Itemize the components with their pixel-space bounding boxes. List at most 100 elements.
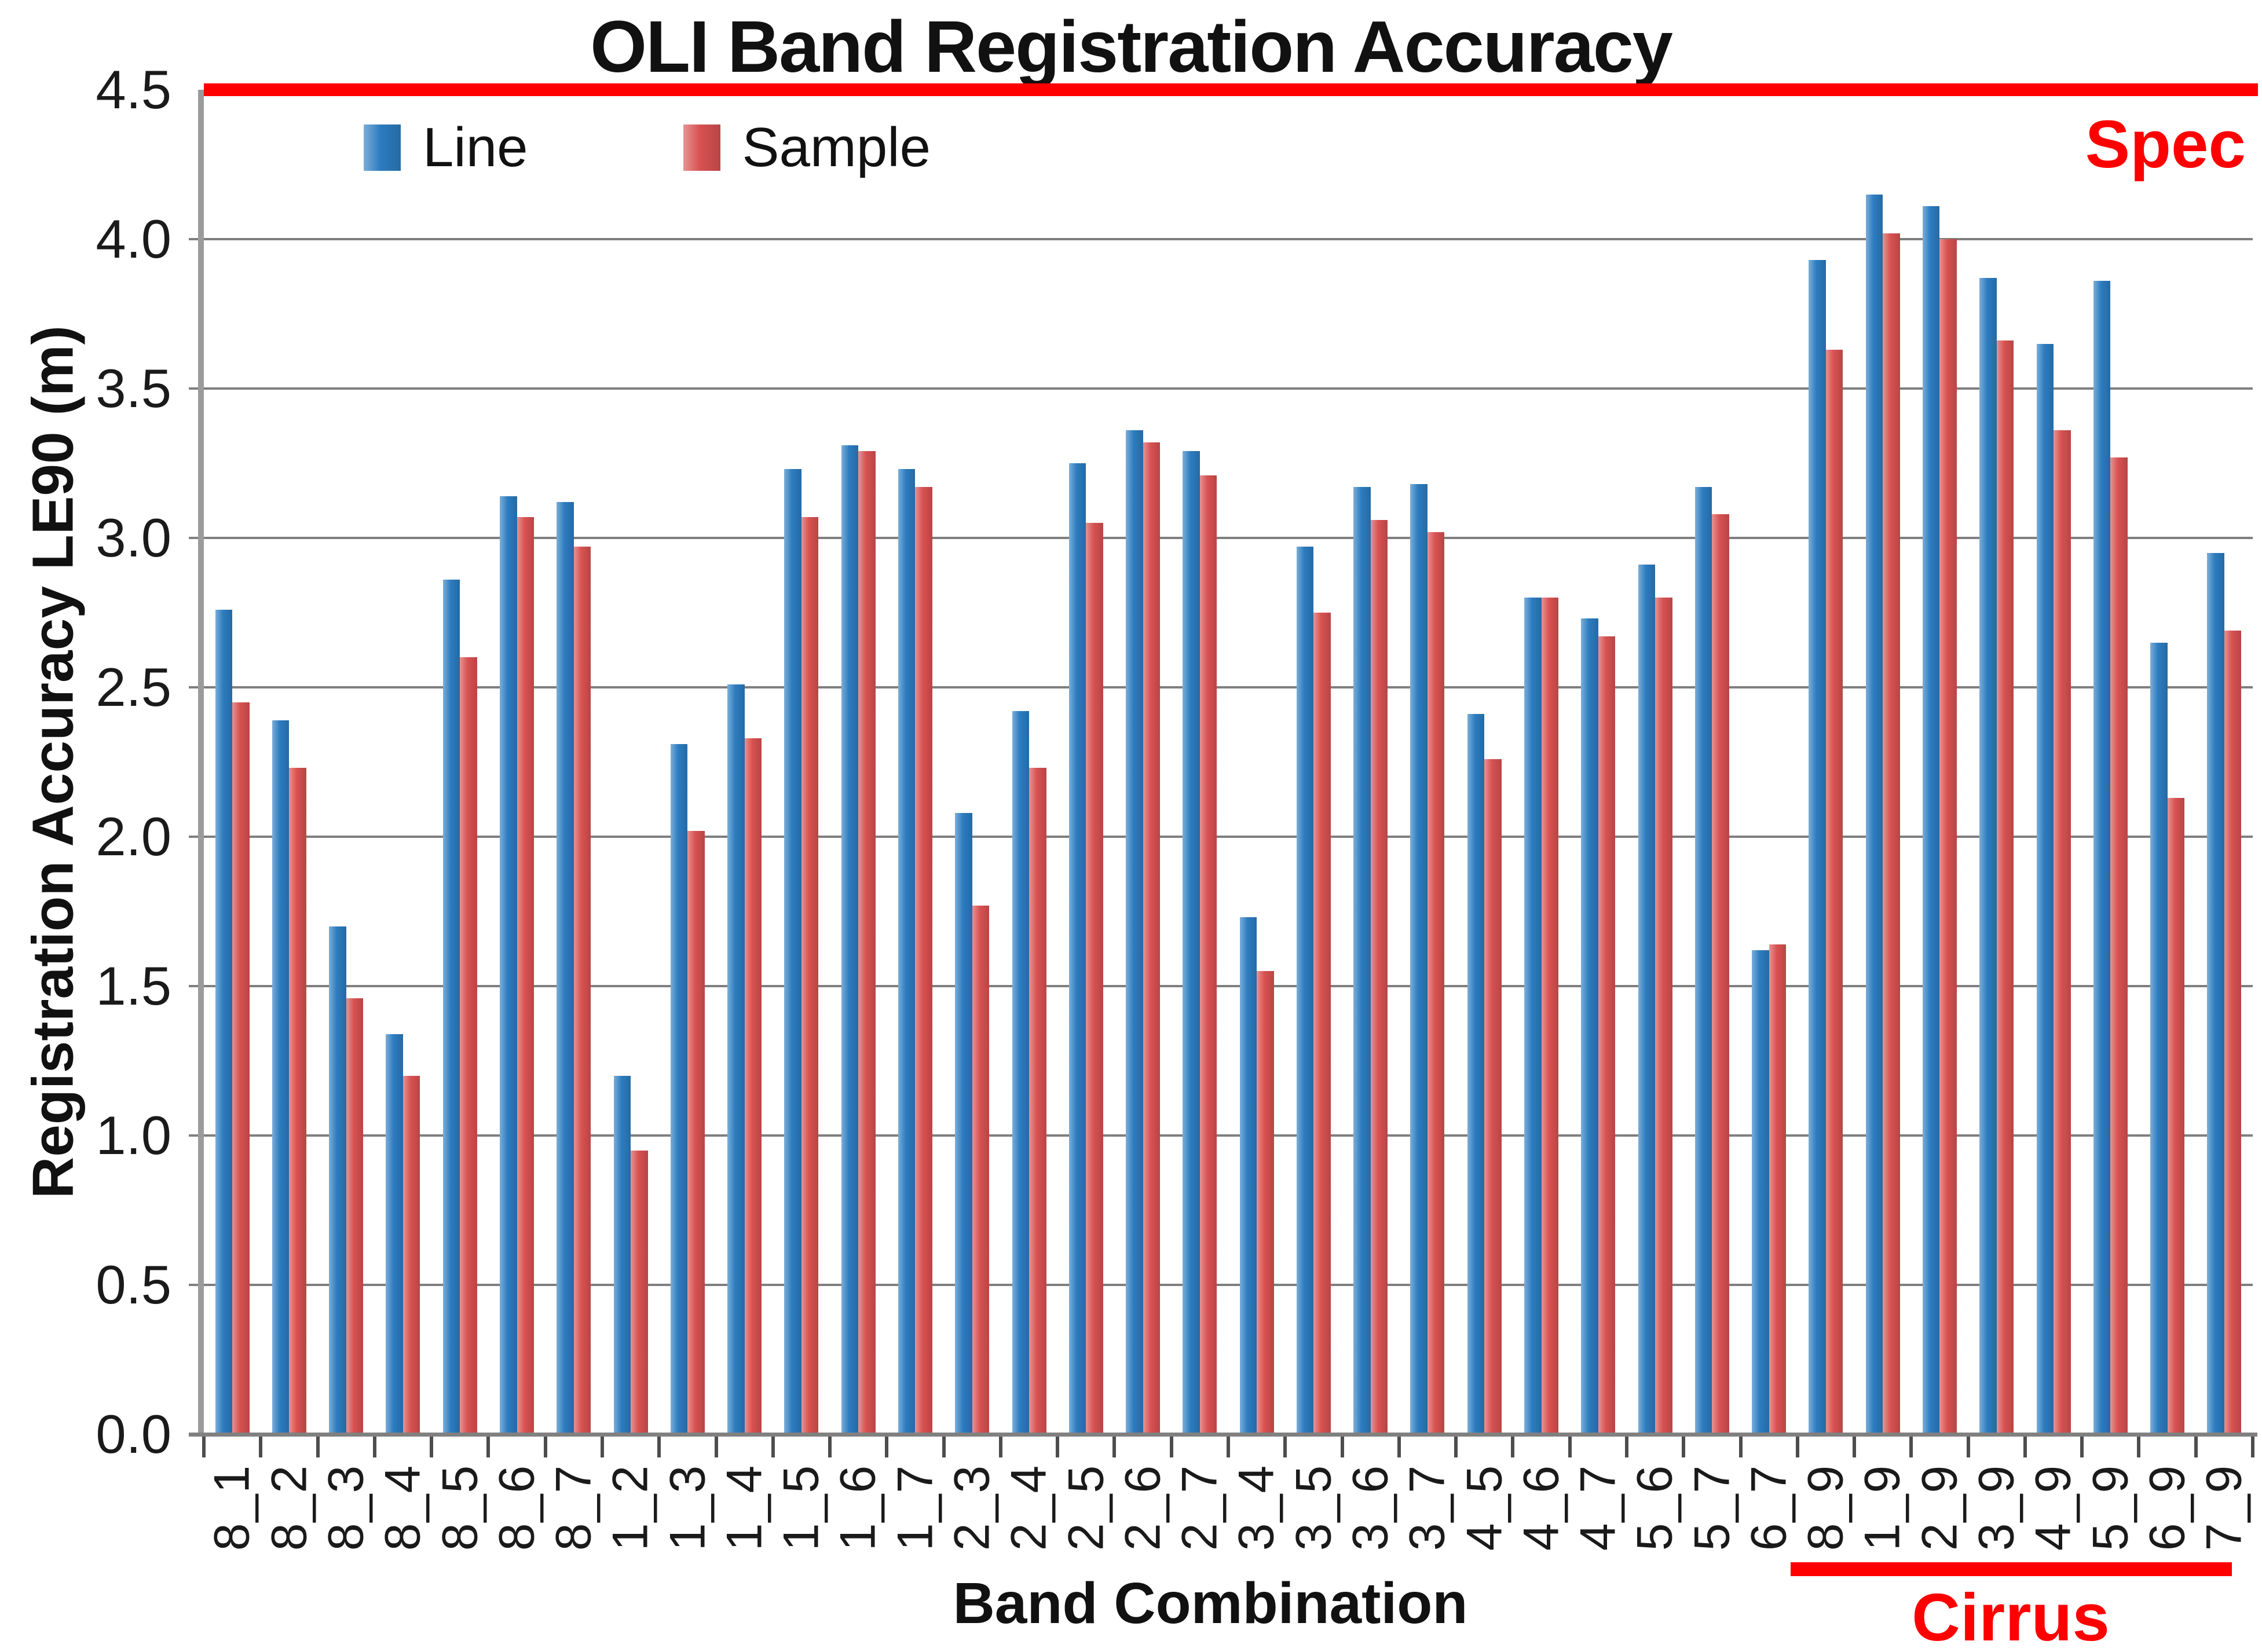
bar-line-1_6 <box>841 445 859 1434</box>
bar-line-6_7 <box>1752 950 1769 1434</box>
bar-line-5_7 <box>1694 487 1712 1434</box>
x-tick-mark <box>1454 1437 1458 1457</box>
bar-sample-3_4 <box>1257 971 1274 1434</box>
gridline-3.0 <box>189 537 2253 539</box>
y-tick-label: 4.5 <box>96 59 171 120</box>
x-tick-mark <box>942 1437 946 1457</box>
bar-line-6_9 <box>2150 642 2168 1434</box>
x-tick-mark <box>1738 1437 1743 1457</box>
bar-sample-8_2 <box>289 768 306 1434</box>
x-tick-mark <box>486 1437 491 1457</box>
x-tick-mark <box>372 1437 376 1457</box>
bar-sample-6_9 <box>2167 797 2185 1434</box>
bar-sample-6_7 <box>1769 944 1787 1434</box>
x-tick-mark <box>657 1437 661 1457</box>
x-tick-mark <box>2137 1437 2141 1457</box>
bar-sample-8_5 <box>460 657 477 1434</box>
x-tick-mark <box>1056 1437 1060 1457</box>
bar-sample-8_6 <box>517 517 535 1434</box>
bar-line-3_6 <box>1353 487 1371 1434</box>
bar-line-2_5 <box>1068 463 1086 1434</box>
bar-line-5_9 <box>2093 281 2111 1434</box>
gridline-2.0 <box>189 836 2253 838</box>
x-tick-mark <box>316 1437 320 1457</box>
legend-item-line: Line <box>364 116 528 180</box>
bar-sample-1_2 <box>631 1150 648 1434</box>
bar-line-8_9 <box>1809 260 1826 1434</box>
x-tick-label-7_9: 7_9 <box>2161 1446 2262 1568</box>
bar-sample-3_6 <box>1370 520 1388 1434</box>
bar-sample-5_9 <box>2110 457 2128 1434</box>
x-tick-mark <box>1511 1437 1515 1457</box>
bar-line-1_9 <box>1865 194 1883 1434</box>
x-tick-mark <box>1795 1437 1799 1457</box>
x-tick-mark <box>771 1437 775 1457</box>
bar-line-4_5 <box>1467 714 1485 1434</box>
bar-sample-2_9 <box>1939 239 1957 1434</box>
x-tick-mark <box>1682 1437 1686 1457</box>
bar-sample-1_5 <box>801 517 819 1434</box>
x-tick-mark <box>828 1437 832 1457</box>
x-tick-mark <box>543 1437 547 1457</box>
bar-sample-1_3 <box>687 830 705 1434</box>
x-tick-mark <box>885 1437 889 1457</box>
x-tick-mark <box>1909 1437 1913 1457</box>
sample-series-swatch-icon <box>683 124 720 171</box>
x-tick-mark <box>1853 1437 1857 1457</box>
x-tick-mark <box>430 1437 434 1457</box>
y-tick-label: 0.0 <box>96 1404 171 1464</box>
gridline-0.5 <box>189 1284 2253 1286</box>
bar-line-3_4 <box>1239 917 1257 1434</box>
bar-line-2_9 <box>1922 206 1940 1434</box>
bar-line-8_4 <box>386 1034 403 1434</box>
legend-label-sample: Sample <box>742 116 931 178</box>
bar-sample-2_7 <box>1199 475 1217 1434</box>
chart-title: OLI Band Registration Accuracy <box>590 6 1673 87</box>
bar-line-1_7 <box>898 469 916 1434</box>
y-tick-label: 3.5 <box>96 358 171 419</box>
bar-sample-8_1 <box>232 702 250 1434</box>
y-tick-label: 2.5 <box>96 657 171 717</box>
x-tick-mark <box>600 1437 604 1457</box>
y-tick-label: 1.5 <box>96 955 171 1016</box>
x-tick-mark <box>1283 1437 1287 1457</box>
bar-line-3_7 <box>1410 484 1428 1434</box>
bar-line-3_9 <box>1979 278 1997 1434</box>
x-tick-mark <box>1966 1437 1970 1457</box>
x-tick-mark <box>2080 1437 2084 1457</box>
legend: Line Sample <box>364 116 931 180</box>
line-series-swatch-icon <box>364 124 401 171</box>
y-tick-label: 2.0 <box>96 806 171 867</box>
x-tick-mark <box>998 1437 1002 1457</box>
bar-line-8_5 <box>442 580 460 1434</box>
y-tick-label: 1.0 <box>96 1105 171 1166</box>
x-tick-mark <box>259 1437 263 1457</box>
bar-sample-2_4 <box>1029 768 1046 1434</box>
x-tick-mark <box>1397 1437 1401 1457</box>
y-tick-label: 0.5 <box>96 1254 171 1315</box>
y-axis-line <box>198 90 204 1434</box>
x-tick-mark <box>1112 1437 1117 1457</box>
cirrus-annotation-label: Cirrus <box>1912 1580 2110 1652</box>
gridline-3.5 <box>189 387 2253 390</box>
bar-sample-2_5 <box>1086 523 1103 1434</box>
bar-sample-2_6 <box>1143 442 1161 1434</box>
x-tick-mark <box>2023 1437 2027 1457</box>
gridline-1.0 <box>189 1134 2253 1137</box>
legend-label-line: Line <box>423 116 528 178</box>
bar-line-2_4 <box>1012 711 1030 1434</box>
bar-line-4_9 <box>2036 343 2054 1434</box>
x-axis-title: Band Combination <box>953 1571 1468 1636</box>
bar-line-2_6 <box>1126 430 1143 1434</box>
bar-sample-8_7 <box>573 547 591 1434</box>
bar-sample-1_7 <box>915 487 932 1434</box>
x-tick-mark <box>2251 1437 2254 1457</box>
bar-sample-8_4 <box>402 1075 420 1434</box>
bar-sample-4_7 <box>1598 636 1616 1434</box>
bar-line-7_9 <box>2207 552 2224 1434</box>
x-tick-mark <box>1568 1437 1572 1457</box>
bar-sample-1_9 <box>1883 233 1900 1434</box>
spec-annotation-label: Spec <box>2085 107 2246 182</box>
